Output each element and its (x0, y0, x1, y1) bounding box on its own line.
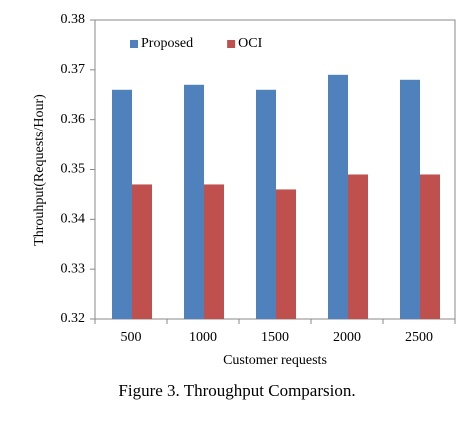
x-tick-label: 500 (121, 330, 142, 345)
bar (132, 184, 152, 319)
legend-label: OCI (238, 36, 262, 51)
bar (328, 74, 348, 319)
bar (400, 79, 420, 319)
legend-swatch (227, 40, 236, 48)
bar (204, 184, 224, 319)
y-tick-label: 0.34 (61, 212, 86, 227)
y-tick-label: 0.38 (61, 12, 86, 27)
x-tick-label: 2000 (333, 330, 361, 345)
bar (184, 84, 204, 320)
x-tick-label: 1000 (189, 330, 217, 345)
y-tick-label: 0.32 (61, 311, 86, 326)
y-tick-label: 0.35 (61, 162, 86, 177)
bar (256, 89, 276, 320)
bar (420, 174, 440, 319)
legend-swatch (130, 40, 138, 48)
x-tick-label: 2500 (405, 330, 433, 345)
y-axis-title: Throuhput(Requests/Hour) (32, 94, 47, 246)
bar (112, 89, 132, 320)
bar (348, 174, 368, 319)
legend-label: Proposed (141, 36, 193, 51)
figure-caption: Figure 3. Throughput Comparsion. (118, 381, 355, 400)
bar (276, 189, 296, 319)
x-axis-title: Customer requests (223, 353, 327, 368)
y-tick-label: 0.37 (61, 62, 86, 77)
x-tick-label: 1500 (261, 330, 289, 345)
y-tick-label: 0.33 (61, 261, 86, 276)
y-tick-label: 0.36 (61, 112, 86, 127)
